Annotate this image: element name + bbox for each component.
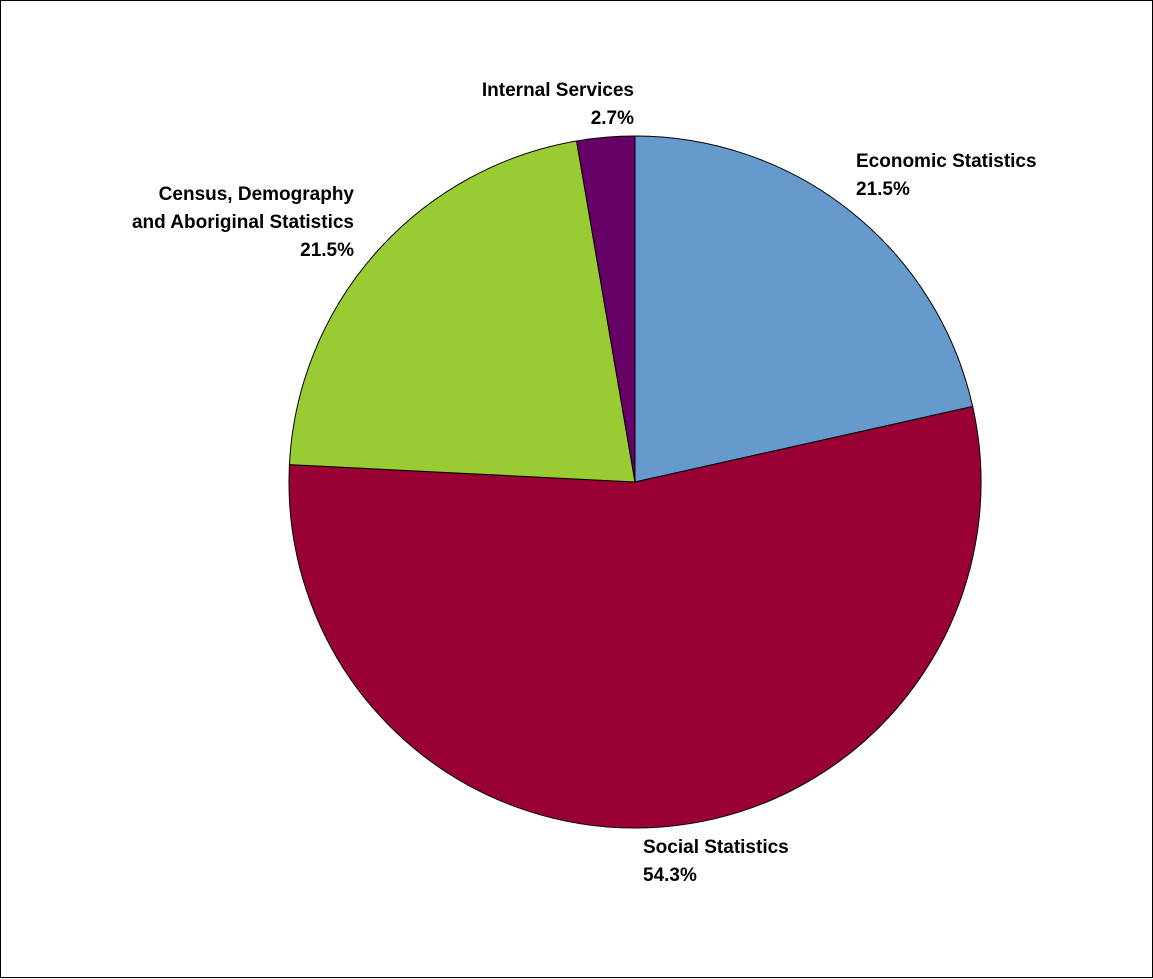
slice-value-label: 54.3% xyxy=(643,865,697,886)
slice-label-census-demography-aboriginal: Census, Demography and Aboriginal Statist… xyxy=(132,184,354,261)
slice-name-label: Internal Services xyxy=(482,80,634,101)
slice-value-label: 2.7% xyxy=(591,108,634,129)
slice-name-label: Census, Demography xyxy=(159,184,355,205)
pie-labels: Economic Statistics 21.5% Social Statistic… xyxy=(132,80,1037,886)
slice-name-label: Economic Statistics xyxy=(856,151,1037,172)
slice-label-social-statistics: Social Statistics 54.3% xyxy=(643,837,789,886)
slice-name-label: and Aboriginal Statistics xyxy=(132,212,354,233)
slice-name-label: Social Statistics xyxy=(643,837,789,858)
slice-value-label: 21.5% xyxy=(856,179,910,200)
pie-slices xyxy=(288,135,982,829)
pie-slice-social-statistics xyxy=(288,405,982,829)
slice-label-internal-services: Internal Services 2.7% xyxy=(482,80,634,129)
slice-label-economic-statistics: Economic Statistics 21.5% xyxy=(856,151,1037,200)
pie-slice-internal-services xyxy=(576,135,636,483)
pie-slice-economic-statistics xyxy=(634,135,974,483)
pie-slice-census-demography-aboriginal xyxy=(288,140,636,483)
slice-value-label: 21.5% xyxy=(300,240,354,261)
